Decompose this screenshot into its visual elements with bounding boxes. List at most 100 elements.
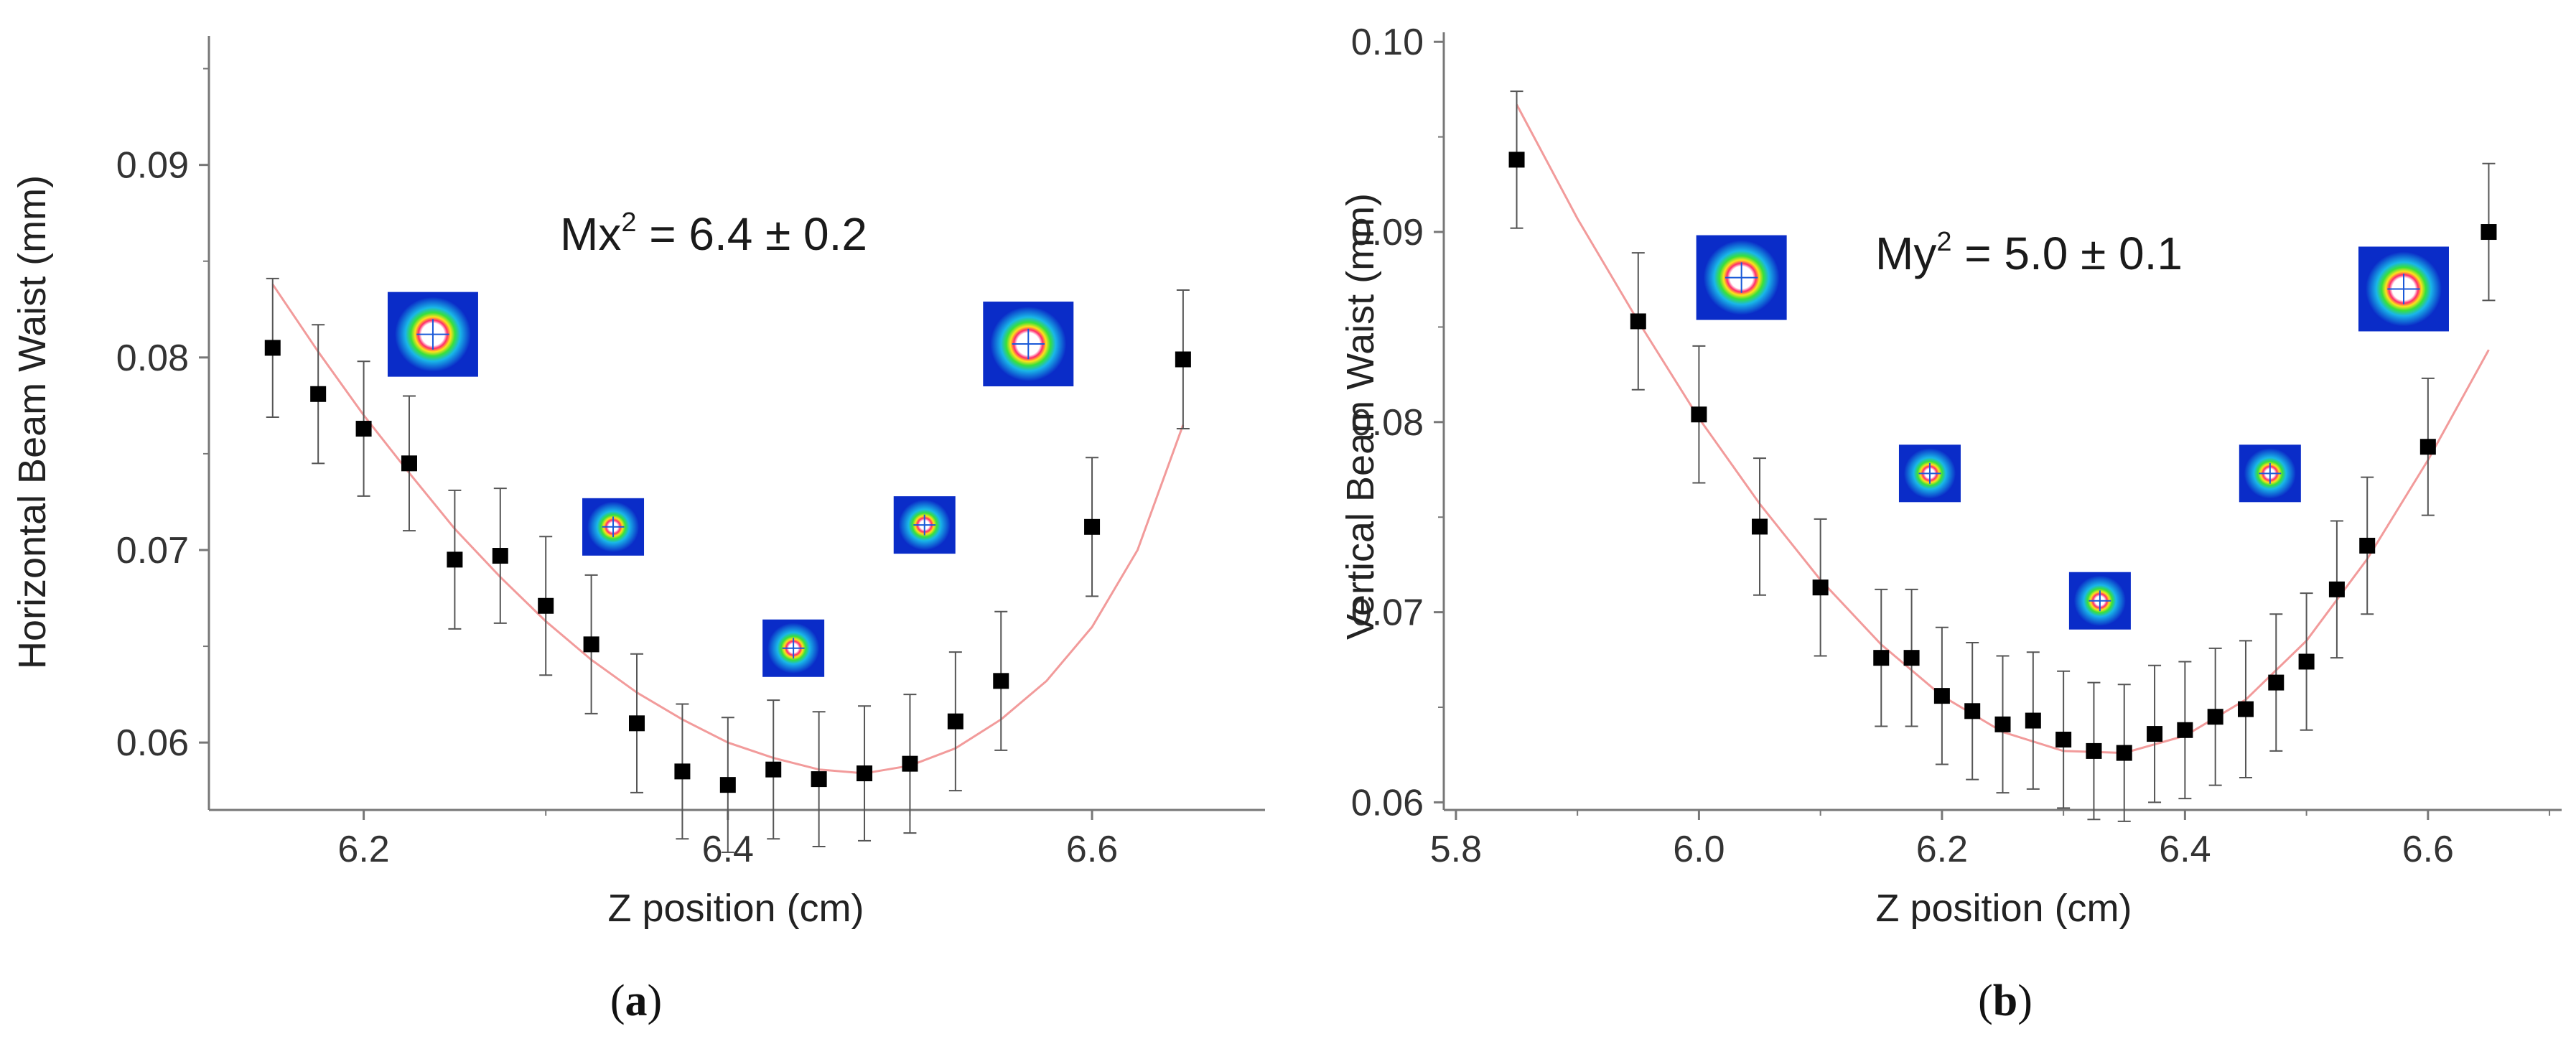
beam-profile-inset xyxy=(893,496,956,554)
data-point xyxy=(765,699,782,840)
data-point xyxy=(1933,626,1950,765)
data-point xyxy=(719,717,736,853)
data-marker xyxy=(1903,650,1920,666)
chart-b-y-ticks: 0.06 0.07 0.08 0.09 0.10 xyxy=(1351,22,1444,824)
chart-b-y-axis-title: Vertical Beam Waist (mm) xyxy=(1339,193,1382,640)
data-marker xyxy=(1964,703,1981,719)
data-marker xyxy=(811,771,827,788)
data-marker xyxy=(401,455,417,472)
data-marker xyxy=(310,386,327,402)
chart-a-data-points xyxy=(264,277,1191,853)
chart-b-annotation-prefix: My xyxy=(1875,228,1936,279)
data-point xyxy=(1903,588,1920,727)
data-point xyxy=(1873,588,1890,727)
data-point xyxy=(583,574,599,714)
data-marker xyxy=(264,340,281,356)
data-marker xyxy=(1691,406,1707,423)
chart-b-y-tick-label: 0.06 xyxy=(1351,782,1424,824)
data-point xyxy=(1691,345,1707,484)
data-marker xyxy=(719,777,736,793)
data-marker xyxy=(765,761,782,778)
data-marker xyxy=(2207,709,2223,725)
data-point xyxy=(674,703,691,840)
data-point xyxy=(538,536,554,676)
data-marker xyxy=(2086,742,2102,759)
data-point xyxy=(1752,457,1768,596)
chart-a-annotation-prefix: Mx xyxy=(560,208,621,260)
chart-panel-b: 0.06 0.07 0.08 0.09 0.10 5.8 6.0 6.2 6.4 6.6 My2… xyxy=(1339,22,2562,1025)
data-marker xyxy=(1994,716,2011,732)
data-point xyxy=(2359,476,2376,615)
data-point xyxy=(1812,518,1829,657)
data-point xyxy=(2268,613,2285,752)
data-point xyxy=(2147,664,2163,803)
chart-a-y-axis-title: Horizontal Beam Waist (mm) xyxy=(11,175,54,669)
data-marker xyxy=(2025,712,2041,729)
chart-b-annotation-sup: 2 xyxy=(1936,227,1951,257)
chart-b-x-tick-label: 6.6 xyxy=(2402,829,2454,870)
data-point xyxy=(2086,681,2102,821)
data-marker xyxy=(629,715,645,732)
data-marker xyxy=(1630,313,1646,330)
beam-profile-inset xyxy=(1898,444,1961,503)
chart-a-annotation-sup: 2 xyxy=(621,208,636,238)
chart-a-y-tick-label: 0.09 xyxy=(116,145,189,187)
panel-a-label: (a) xyxy=(610,977,662,1025)
beam-profile-inset xyxy=(1696,235,1787,320)
data-point xyxy=(2207,647,2223,786)
data-point xyxy=(264,277,281,418)
data-marker xyxy=(2481,224,2497,241)
chart-a-x-axis-title: Z position (cm) xyxy=(607,887,864,930)
data-point xyxy=(993,610,1009,751)
data-point xyxy=(1994,655,2011,794)
data-point xyxy=(2328,520,2345,659)
data-marker xyxy=(2147,726,2163,742)
data-marker xyxy=(2237,701,2254,717)
data-marker xyxy=(2116,745,2132,761)
beam-profile-inset xyxy=(387,292,478,377)
data-point xyxy=(401,395,417,532)
data-point xyxy=(355,360,372,497)
data-point xyxy=(1508,90,1525,229)
chart-b-beam-profile-insets xyxy=(1696,235,2449,630)
chart-a-y-tick-label: 0.08 xyxy=(116,337,189,379)
data-point xyxy=(2481,162,2497,302)
chart-a-y-tick-label: 0.06 xyxy=(116,722,189,764)
data-marker xyxy=(583,636,599,653)
data-point xyxy=(1084,457,1101,597)
data-marker xyxy=(492,548,508,564)
chart-b-y-tick-label: 0.09 xyxy=(1351,212,1424,253)
chart-b-y-tick-label: 0.08 xyxy=(1351,402,1424,444)
data-point xyxy=(2237,640,2254,778)
data-marker xyxy=(447,551,463,568)
beam-profile-inset xyxy=(983,302,1074,387)
panel-a-letter: a xyxy=(625,977,648,1025)
data-point xyxy=(1175,289,1191,430)
data-marker xyxy=(1873,650,1890,666)
chart-b-x-tick-label: 6.2 xyxy=(1916,829,1968,870)
data-point xyxy=(2025,651,2041,790)
chart-b-annotation: My2 = 5.0 ± 0.1 xyxy=(1875,227,2183,279)
chart-b-x-tick-label: 6.0 xyxy=(1673,829,1725,870)
data-marker xyxy=(2359,537,2376,554)
data-marker xyxy=(2055,732,2072,748)
beam-profile-inset xyxy=(582,498,645,556)
data-marker xyxy=(1508,152,1525,168)
chart-b-y-tick-label: 0.07 xyxy=(1351,592,1424,634)
data-marker xyxy=(1752,518,1768,535)
data-marker xyxy=(2328,581,2345,597)
beam-profile-inset xyxy=(2068,572,2131,630)
data-point xyxy=(947,651,963,792)
chart-b-x-axis-title: Z position (cm) xyxy=(1875,887,2132,930)
chart-b-x-tick-label: 5.8 xyxy=(1430,829,1482,870)
chart-a-y-ticks: 0.06 0.07 0.08 0.09 xyxy=(116,67,209,764)
data-marker xyxy=(902,755,918,772)
data-point xyxy=(310,324,327,465)
chart-b-data-points xyxy=(1508,90,2497,822)
data-point xyxy=(1630,252,1646,391)
data-marker xyxy=(2298,653,2315,670)
data-marker xyxy=(1933,688,1950,704)
panel-b-letter: b xyxy=(1993,977,2017,1025)
data-point xyxy=(1964,641,1981,781)
chart-a-x-tick-label: 6.6 xyxy=(1066,829,1118,870)
